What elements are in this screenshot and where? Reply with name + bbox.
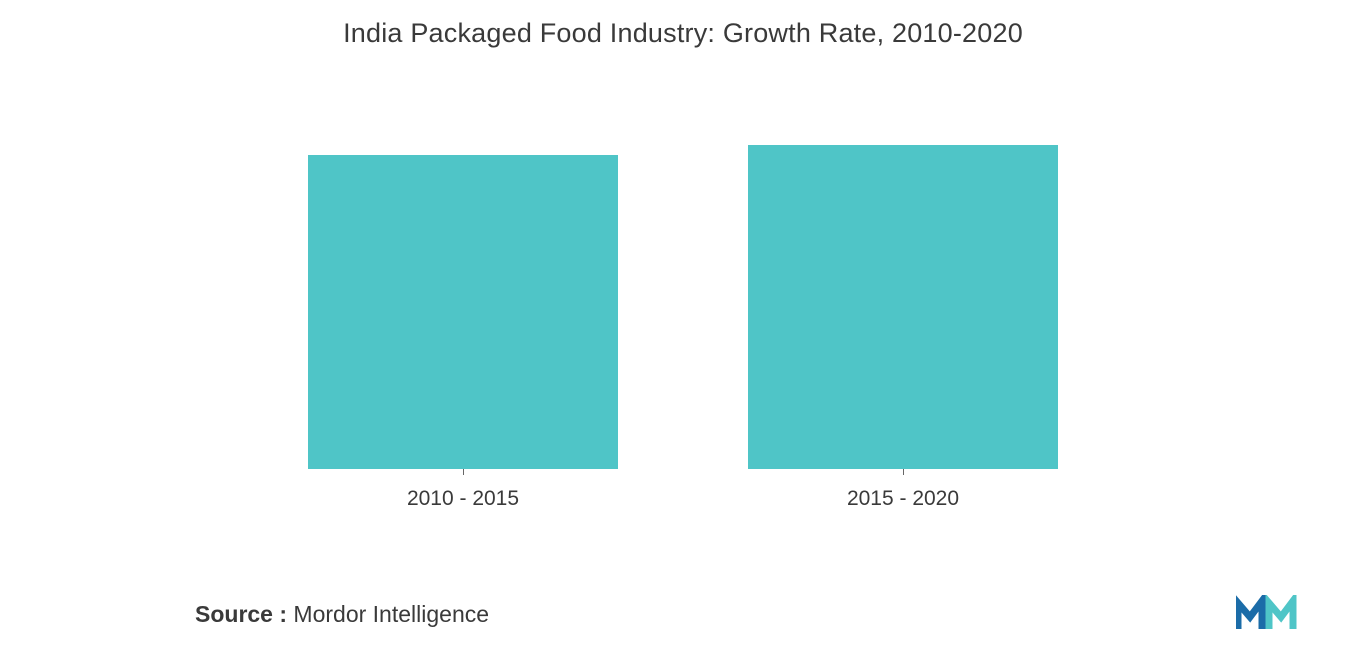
x-axis-ticks [0,469,1366,475]
bar-group-0 [308,155,618,470]
mordor-logo-icon [1236,595,1306,633]
tick-0 [463,469,464,475]
x-label-1: 2015 - 2020 [748,487,1058,511]
chart-plot-area: 2010 - 2015 2015 - 2020 [0,99,1366,539]
tick-1 [903,469,904,475]
x-label-0: 2010 - 2015 [308,487,618,511]
bars-container [0,99,1366,469]
chart-footer: Source : Mordor Intelligence [195,595,1306,633]
bar-2010-2015 [308,155,618,470]
chart-title: India Packaged Food Industry: Growth Rat… [0,0,1366,49]
source-name: Mordor Intelligence [287,601,489,627]
bar-group-1 [748,145,1058,469]
x-axis-labels: 2010 - 2015 2015 - 2020 [0,487,1366,511]
source-attribution: Source : Mordor Intelligence [195,601,489,628]
bar-2015-2020 [748,145,1058,469]
source-label: Source : [195,601,287,627]
